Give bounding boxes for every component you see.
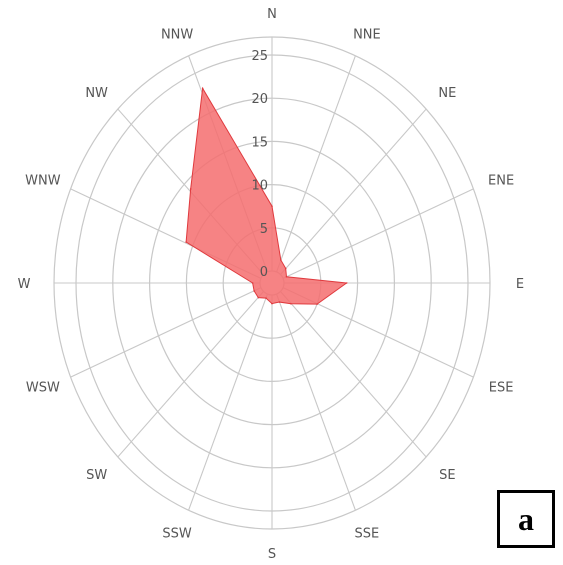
direction-label-se: SE [439,468,455,483]
data-point-ese [316,303,318,305]
data-point-sse [278,301,281,303]
direction-label-wsw: WSW [26,380,60,395]
spoke-se [280,291,427,458]
radial-tick-label: 5 [260,222,268,237]
data-point-wnw [185,241,187,243]
direction-label-sw: SW [86,468,107,483]
spoke-ssw [188,293,268,511]
radial-tick-label: 0 [260,265,268,280]
direction-label-sse: SSE [355,526,380,541]
direction-label-ese: ESE [489,380,514,395]
data-point-wsw [253,290,255,292]
data-point-ene [285,275,288,278]
direction-label-nne: NNE [353,28,381,43]
radial-tick-label: 10 [251,179,268,194]
data-point-s [271,302,273,305]
panel-label: a [497,490,555,548]
spoke-sse [276,293,356,511]
data-point-w [251,282,254,284]
spoke-ene [282,188,474,279]
data-point-nne [280,259,282,261]
spoke-ne [280,108,427,275]
radial-tick-label: 20 [251,92,268,107]
spoke-nne [276,55,356,273]
direction-label-nw: NW [85,86,108,101]
direction-label-ene: ENE [488,174,514,189]
data-point-nnw [201,87,204,90]
radial-tick-label: 15 [251,135,268,150]
spoke-wsw [70,287,262,378]
data-point-se [290,302,292,305]
data-point-nw [189,188,192,190]
spoke-sw [117,291,264,458]
data-point-n [271,205,273,207]
data-point-sw [257,296,260,299]
direction-label-wnw: WNW [25,174,61,189]
direction-label-nnw: NNW [161,28,193,43]
data-point-ne [284,267,287,270]
radial-tick-label: 25 [251,49,268,64]
direction-label-s: S [268,547,276,562]
direction-label-ne: NE [438,86,456,101]
data-point-ssw [265,297,267,299]
direction-label-w: W [18,277,31,292]
direction-label-ssw: SSW [162,526,192,541]
data-point-e [345,282,348,284]
direction-label-n: N [267,7,277,22]
direction-label-e: E [516,277,524,292]
